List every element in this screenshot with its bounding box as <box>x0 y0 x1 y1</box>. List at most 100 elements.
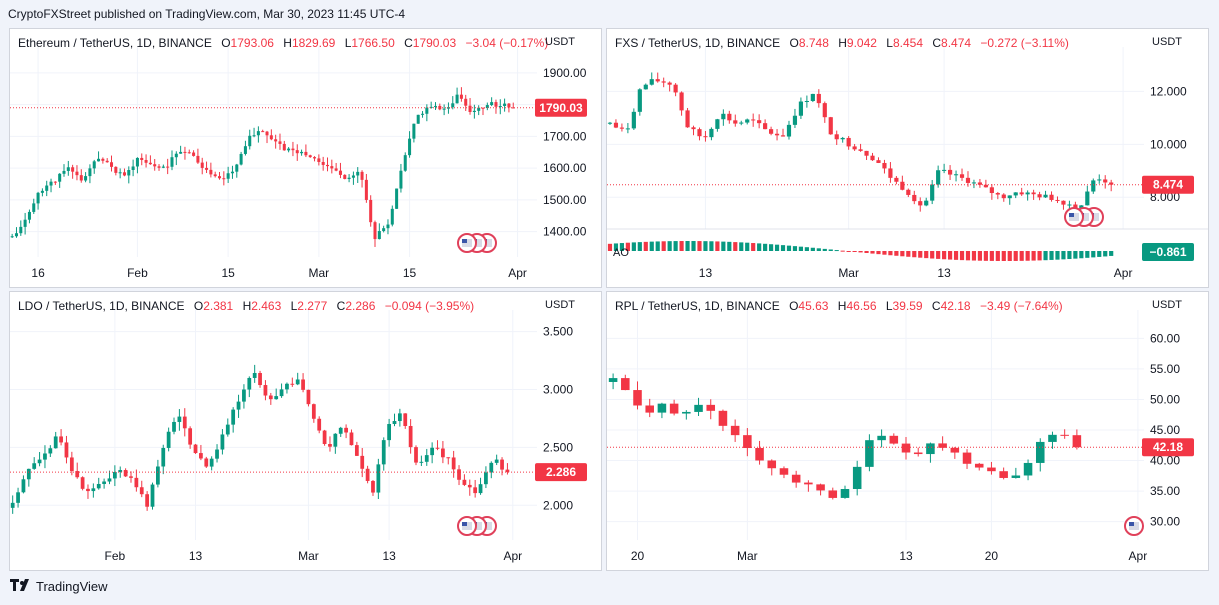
candlestick-chart[interactable]: 3.500 3.000 2.500 2.000 Feb 13 Mar 13 Apr 2.286 <box>10 292 601 570</box>
candle-body <box>354 445 359 456</box>
candle-body <box>1067 204 1072 206</box>
candle-body <box>300 151 304 154</box>
candle-body <box>263 385 268 396</box>
candle-body <box>757 120 762 124</box>
last-price-label: 42.18 <box>1153 440 1183 454</box>
x-tick-label: Apr <box>1129 549 1148 563</box>
symbol-header: LDO / TetherUS, 1D, BINANCE O2.381 H2.46… <box>18 299 475 313</box>
ao-bar <box>936 251 941 259</box>
candle-body <box>421 113 425 115</box>
x-tick-label: 15 <box>221 266 235 280</box>
chart-panel-eth[interactable]: 1900.001800.001700.001600.001500.001400.… <box>9 28 602 288</box>
candle-body <box>333 433 338 447</box>
last-price-tag <box>1142 438 1194 457</box>
chart-panel-ldo[interactable]: 3.500 3.000 2.500 2.000 Feb 13 Mar 13 Apr 2.286 L… <box>9 291 602 571</box>
candle-body <box>489 462 494 473</box>
chart-panel-fxs[interactable]: 12.000 10.000 8.000 13 Mar 13 Apr 8.474 AO −0.861… <box>606 28 1209 288</box>
candle-body <box>369 199 373 223</box>
candle-body <box>913 452 923 455</box>
candle-body <box>105 160 109 163</box>
tradingview-footer[interactable]: TradingView <box>10 579 108 594</box>
candlestick-chart[interactable]: 12.000 10.000 8.000 13 Mar 13 Apr 8.474 AO −0.861 <box>607 29 1208 287</box>
candlestick-chart[interactable]: 60.00 55.00 50.00 45.00 40.00 35.00 30.00 20 Mar… <box>607 292 1208 570</box>
candle-body <box>170 157 174 167</box>
symbol-label[interactable]: RPL / TetherUS, 1D, BINANCE <box>615 299 780 313</box>
symbol-label[interactable]: Ethereum / TetherUS, 1D, BINANCE <box>18 36 212 50</box>
candle-body <box>721 113 726 120</box>
candle-body <box>715 119 720 129</box>
candle-body <box>10 236 14 238</box>
open-value: 1793.06 <box>230 36 274 50</box>
candle-body <box>274 396 279 400</box>
ao-bar <box>637 242 642 251</box>
chart-panel-rpl[interactable]: 60.00 55.00 50.00 45.00 40.00 35.00 30.00 20 Mar… <box>606 291 1209 571</box>
x-tick-label: 13 <box>189 549 203 563</box>
y-tick-label: 3.500 <box>543 325 573 339</box>
candle-body <box>48 448 53 454</box>
candles <box>607 72 1114 212</box>
close-value: 42.18 <box>940 299 971 313</box>
candle-body <box>478 484 483 494</box>
candle-body <box>311 404 316 419</box>
ao-bar <box>1079 251 1084 259</box>
ao-bar <box>1091 251 1096 258</box>
candle-body <box>442 108 446 110</box>
candle-body <box>661 81 666 83</box>
candle-body <box>870 155 875 161</box>
candle-body <box>1073 204 1078 209</box>
candle-body <box>349 432 354 446</box>
symbol-label[interactable]: FXS / TetherUS, 1D, BINANCE <box>615 36 781 50</box>
candle-body <box>743 435 752 449</box>
candle-body <box>1061 200 1066 205</box>
candle-body <box>205 167 209 170</box>
candle-body <box>607 122 613 124</box>
ao-bar <box>685 241 690 251</box>
candle-body <box>987 467 996 472</box>
candle-body <box>1011 475 1021 478</box>
candle-body <box>157 166 161 168</box>
ao-bar <box>912 251 917 258</box>
candle-body <box>1013 192 1018 196</box>
candle-body <box>84 176 88 181</box>
candle-body <box>317 158 321 162</box>
ao-bar <box>661 241 666 251</box>
candle-body <box>172 421 176 432</box>
candlestick-chart[interactable]: 1900.001800.001700.001600.001500.001400.… <box>10 29 601 287</box>
ao-bar <box>709 241 714 251</box>
candle-body <box>608 378 618 382</box>
candle-body <box>477 107 481 111</box>
candle-body <box>112 472 117 479</box>
candle-body <box>1097 179 1102 181</box>
ao-bar <box>828 249 833 251</box>
y-tick-label: 12.000 <box>1150 84 1187 98</box>
candle-body <box>49 181 53 186</box>
ao-bar <box>1049 251 1054 260</box>
candle-body <box>989 187 994 194</box>
candle-body <box>1060 434 1069 436</box>
candle-body <box>1043 194 1048 198</box>
candle-body <box>134 477 139 488</box>
candle-body <box>268 395 273 400</box>
candle-body <box>425 107 429 114</box>
candle-body <box>114 166 118 173</box>
ao-bar <box>607 243 613 251</box>
candle-body <box>733 120 738 124</box>
ao-bar <box>804 247 809 251</box>
candle-body <box>709 128 714 138</box>
symbol-label[interactable]: LDO / TetherUS, 1D, BINANCE <box>18 299 185 313</box>
candle-body <box>10 502 15 508</box>
candle-body <box>338 427 343 434</box>
candle-body <box>451 457 456 470</box>
candle-body <box>399 170 403 189</box>
candle-body <box>75 171 79 176</box>
x-tick-label: Apr <box>508 266 527 280</box>
candle-body <box>204 458 209 467</box>
candle-body <box>118 470 123 473</box>
candle-body <box>330 166 334 169</box>
us-flag-icon <box>1129 522 1134 526</box>
candle-body <box>468 105 472 112</box>
candle-body <box>718 410 728 426</box>
ao-bar <box>989 251 994 261</box>
candle-body <box>947 169 953 175</box>
candle-body <box>472 110 476 112</box>
